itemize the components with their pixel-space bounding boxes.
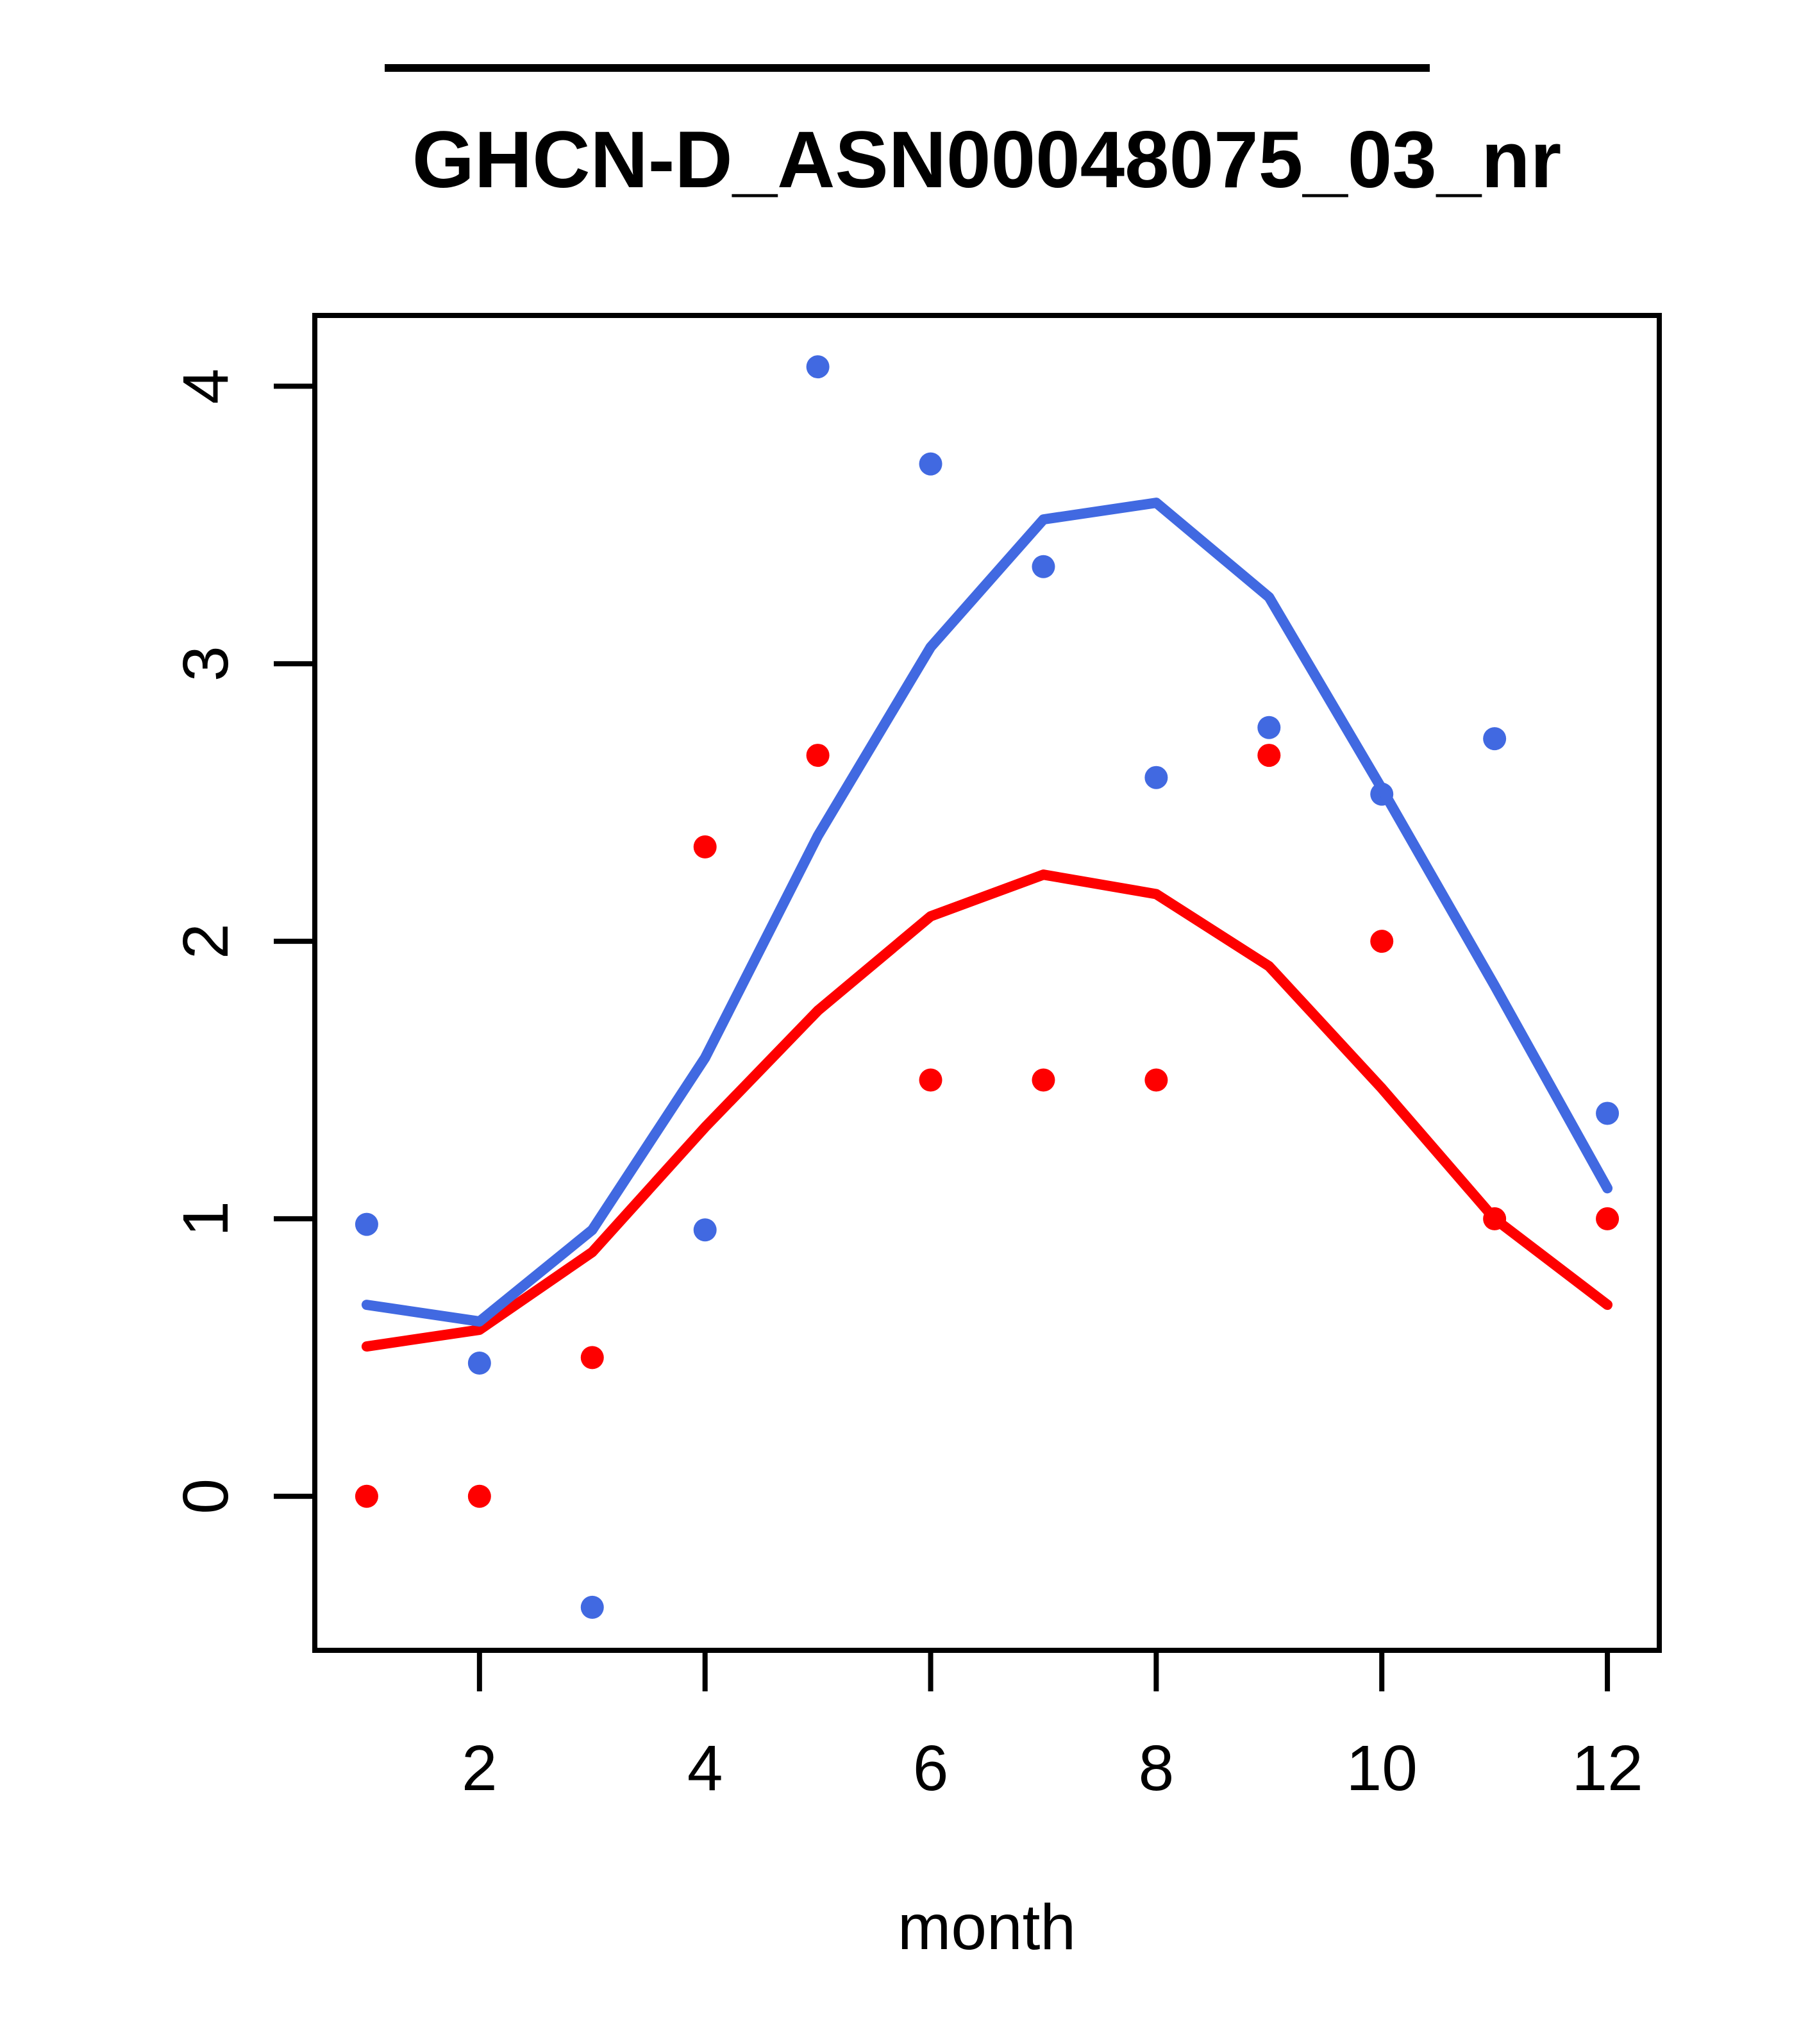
red-points-marker xyxy=(693,835,717,859)
blue-points-marker xyxy=(693,1218,717,1242)
y-tick-label: 2 xyxy=(170,923,242,959)
blue-points-marker xyxy=(1144,766,1168,789)
blue-points-marker xyxy=(919,452,942,476)
series-lines xyxy=(361,498,1613,1352)
chart-title: GHCN-D_ASN00048075_03_nr xyxy=(412,115,1562,205)
blue-points-marker xyxy=(580,1595,604,1619)
red-points-marker xyxy=(355,1484,378,1508)
red-points-marker xyxy=(806,744,830,767)
red-points-marker xyxy=(919,1068,942,1092)
red-points-marker xyxy=(1032,1068,1055,1092)
blue-line xyxy=(361,498,1613,1327)
blue-points-marker xyxy=(1257,716,1281,739)
blue-points-marker xyxy=(1483,727,1507,751)
blue-points-marker xyxy=(806,355,830,379)
red-points-marker xyxy=(1257,744,1281,767)
y-tick-label: 4 xyxy=(170,369,242,405)
series-points xyxy=(355,355,1620,1619)
x-tick-label: 2 xyxy=(462,1732,498,1804)
red-points-marker xyxy=(1144,1068,1168,1092)
x-axis: 2 4 6 8 10 12 xyxy=(462,1650,1643,1804)
x-tick-label: 4 xyxy=(687,1732,723,1804)
blue-points-marker xyxy=(1596,1102,1620,1125)
plot-frame xyxy=(312,313,1662,1653)
y-tick-label: 3 xyxy=(170,646,242,682)
x-tick-label: 10 xyxy=(1346,1732,1418,1804)
red-points-marker xyxy=(467,1484,491,1508)
x-tick-label: 8 xyxy=(1139,1732,1175,1804)
x-tick-label: 12 xyxy=(1571,1732,1643,1804)
red-points-marker xyxy=(580,1346,604,1370)
blue-points-marker xyxy=(467,1352,491,1375)
y-axis: 0 1 2 3 4 xyxy=(170,369,315,1514)
x-axis-label: month xyxy=(898,1891,1076,1963)
x-tick-label: 6 xyxy=(913,1732,949,1804)
y-tick-label: 1 xyxy=(170,1201,242,1237)
blue-points-marker xyxy=(355,1212,378,1236)
y-tick-label: 0 xyxy=(170,1479,242,1514)
red-points-marker xyxy=(1596,1207,1620,1230)
red-points-marker xyxy=(1370,930,1394,953)
red-line xyxy=(361,869,1613,1352)
blue-points-marker xyxy=(1032,555,1055,578)
